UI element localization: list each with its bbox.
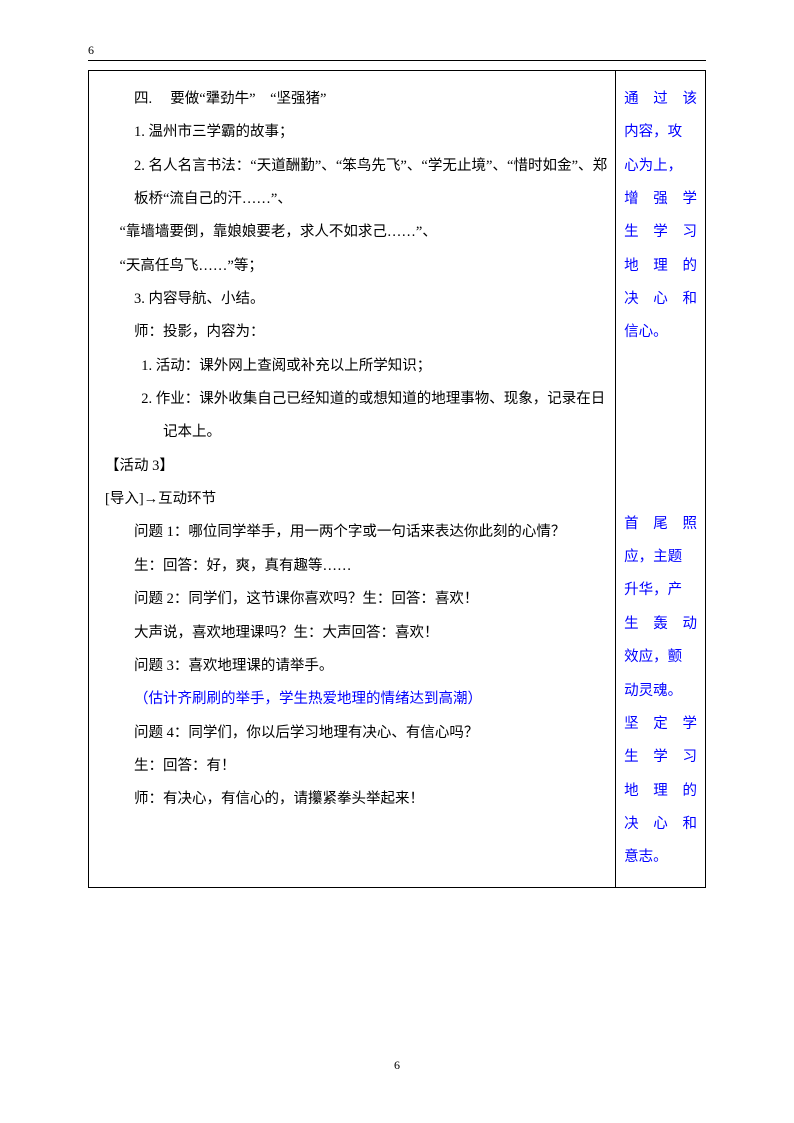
side-note-line: 内容，攻 [624, 116, 697, 149]
paragraph: 问题 3：喜欢地理课的请举手。 [105, 650, 607, 683]
paragraph: 1. 活动：课外网上查阅或补充以上所学知识； [105, 350, 607, 383]
paragraph: 师：有决心，有信心的，请攥紧拳头举起来！ [105, 783, 607, 816]
activity-heading: 【活动 3】 [105, 450, 607, 483]
paragraph: 2. 作业：课外收集自己已经知道的或想知道的地理事物、现象，记录在日记本上。 [105, 383, 607, 450]
paragraph: 问题 2：同学们，这节课你喜欢吗？生：回答：喜欢！ [105, 583, 607, 616]
side-note-line: 首 尾 照 [624, 508, 697, 541]
paragraph: 大声说，喜欢地理课吗？生：大声回答：喜欢！ [105, 617, 607, 650]
side-note-line: 决 心 和 [624, 283, 697, 316]
side-note-line: 信心。 [624, 316, 697, 349]
side-note-line: 地 理 的 [624, 775, 697, 808]
page-header: 6 [88, 43, 706, 61]
paragraph: “靠墙墙要倒，靠娘娘要老，求人不如求己……”、 [105, 216, 607, 249]
side-note-line: 决 心 和 [624, 808, 697, 841]
paragraph: 1. 温州市三学霸的故事； [105, 116, 607, 149]
paragraph: 生：回答：有！ [105, 750, 607, 783]
side-note-line: 通 过 该 [624, 83, 697, 116]
main-content-cell: 四. 要做“犟劲牛” “坚强猪” 1. 温州市三学霸的故事； 2. 名人名言书法… [89, 71, 616, 888]
content-container: 四. 要做“犟劲牛” “坚强猪” 1. 温州市三学霸的故事； 2. 名人名言书法… [88, 70, 706, 888]
side-note-line: 地 理 的 [624, 250, 697, 283]
paragraph: 生：回答：好，爽，真有趣等…… [105, 550, 607, 583]
side-note-line: 生 轰 动 [624, 608, 697, 641]
paragraph: 问题 4：同学们，你以后学习地理有决心、有信心吗？ [105, 717, 607, 750]
section-heading: 四. 要做“犟劲牛” “坚强猪” [105, 83, 607, 116]
side-note-block: 首 尾 照 应，主题 升华，产 生 轰 动 效应，颤 动灵魂。 坚 定 学 生 … [624, 508, 697, 875]
side-note-line: 意志。 [624, 841, 697, 874]
side-note-block: 通 过 该 内容，攻 心为上， 增 强 学 生 学 习 地 理 的 决 心 和 … [624, 83, 697, 350]
side-note-line: 生 学 习 [624, 741, 697, 774]
side-note-line: 动灵魂。 [624, 675, 697, 708]
side-note-line: 生 学 习 [624, 216, 697, 249]
side-notes-cell: 通 过 该 内容，攻 心为上， 增 强 学 生 学 习 地 理 的 决 心 和 … [616, 71, 706, 888]
side-note-line: 应，主题 [624, 541, 697, 574]
side-note-line: 增 强 学 [624, 183, 697, 216]
side-note-line: 坚 定 学 [624, 708, 697, 741]
paragraph-note: （估计齐刷刷的举手，学生热爱地理的情绪达到高潮） [105, 683, 607, 716]
subsection-heading: [导入]→互动环节 [105, 483, 607, 516]
lesson-table: 四. 要做“犟劲牛” “坚强猪” 1. 温州市三学霸的故事； 2. 名人名言书法… [88, 70, 706, 888]
paragraph: 3. 内容导航、小结。 [105, 283, 607, 316]
paragraph: “天高任鸟飞……”等； [105, 250, 607, 283]
side-note-line: 效应，颤 [624, 641, 697, 674]
paragraph: 问题 1：哪位同学举手，用一两个字或一句话来表达你此刻的心情？ [105, 516, 607, 549]
side-note-line: 升华，产 [624, 574, 697, 607]
side-note-line: 心为上， [624, 150, 697, 183]
page-footer: 6 [0, 1058, 794, 1073]
paragraph: 2. 名人名言书法：“天道酬勤”、“笨鸟先飞”、“学无止境”、“惜时如金”、郑板… [105, 150, 607, 217]
paragraph: 师：投影，内容为： [105, 316, 607, 349]
